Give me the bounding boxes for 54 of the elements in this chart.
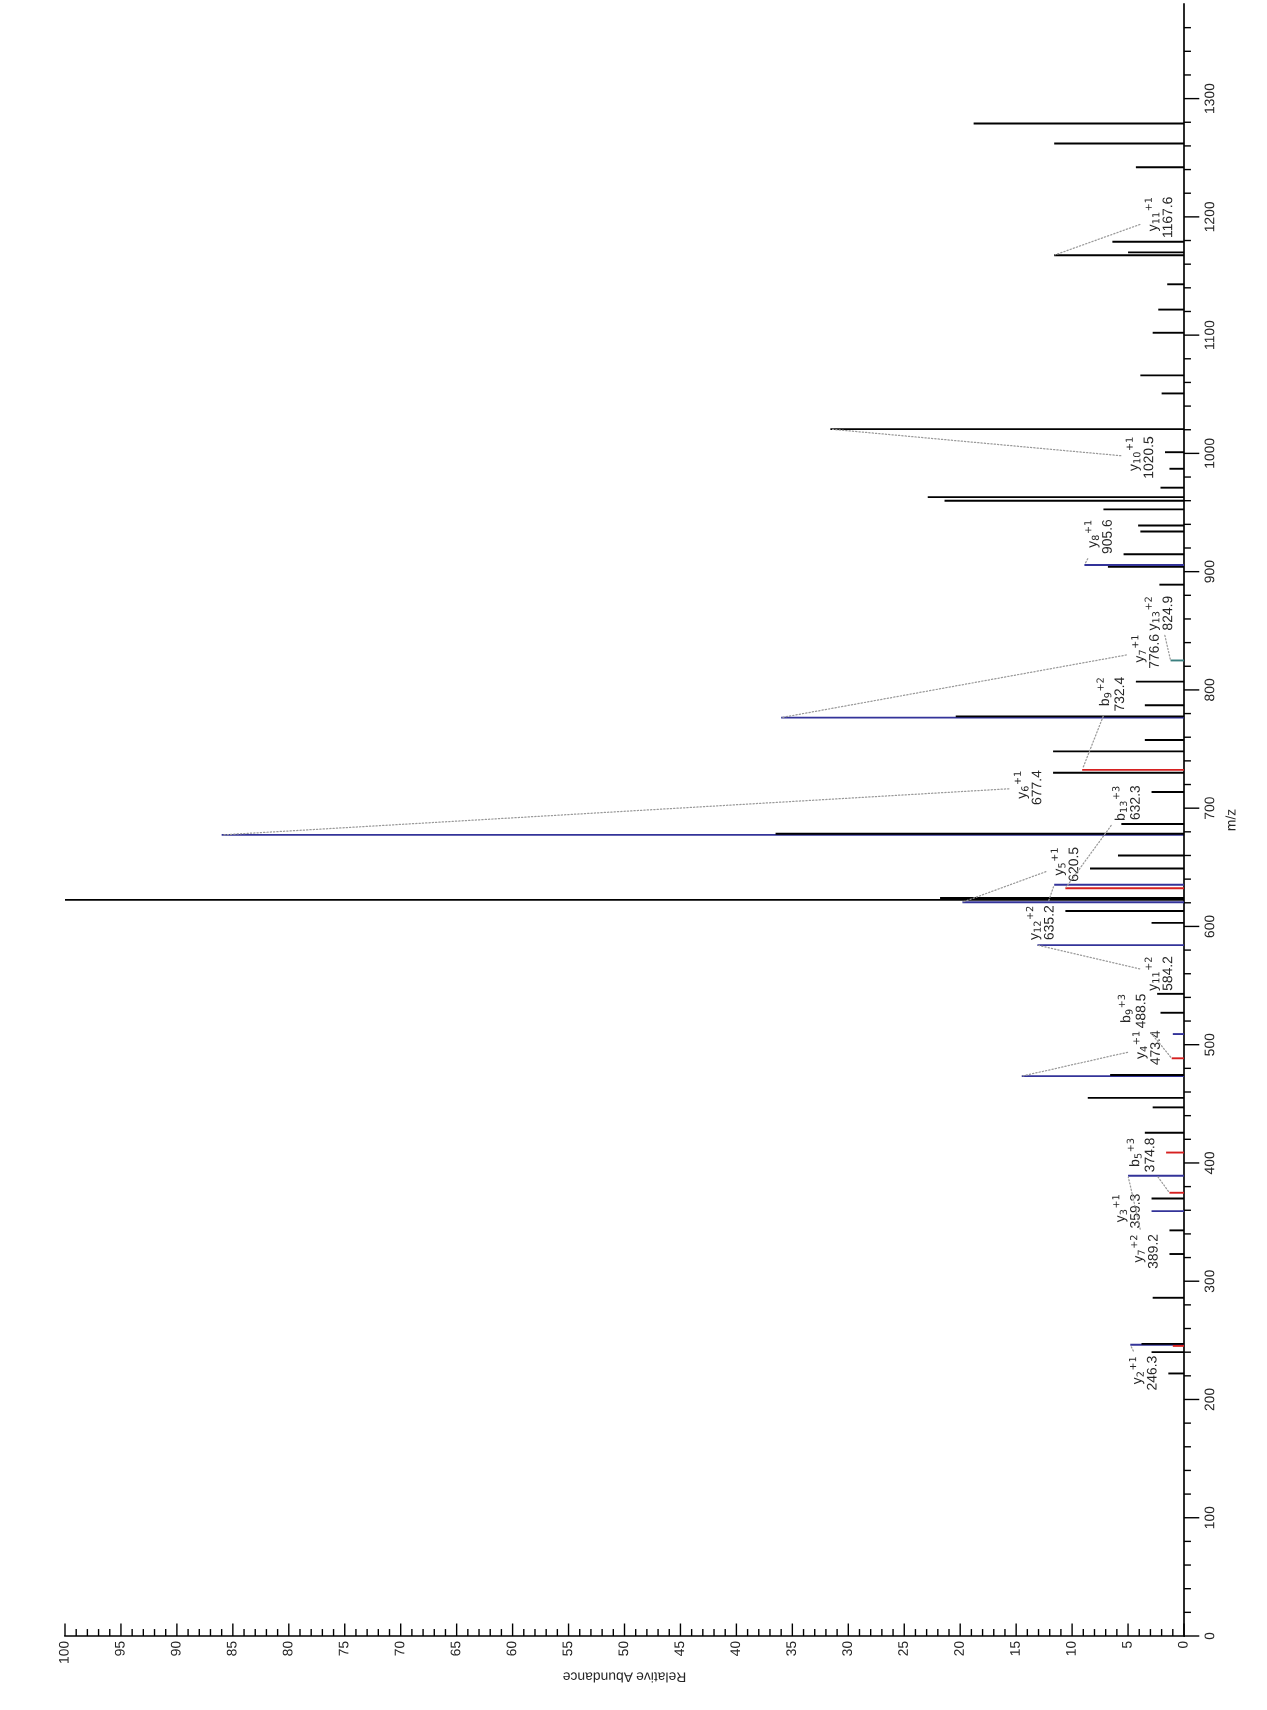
annotation: y$_{12}$$^{+2}$ 635.2 [1025, 905, 1054, 940]
annotation: y$_{11}$$^{+2}$ 584.2 [1144, 956, 1173, 991]
x-tick-label: 40 [730, 1641, 741, 1656]
y-axis-title: m/z [1225, 809, 1236, 831]
y-tick-label: 300 [1204, 1270, 1215, 1293]
y-tick-label: 200 [1204, 1388, 1215, 1411]
annotation: y$_{6}$$^{+1}$ 677.4 [1013, 770, 1042, 805]
annotation: y$_{10}$$^{+1}$ 1020.5 [1125, 436, 1154, 478]
y-tick-label: 1000 [1204, 438, 1215, 468]
annotation: y$_{4}$$^{+1}$ 473.4 [1132, 1030, 1160, 1065]
annotation: b$_{9}$$^{+3}$ 488.5 [1117, 994, 1146, 1029]
x-tick-label: 55 [562, 1641, 573, 1656]
annotation: b$_{9}$$^{+2}$ 732.4 [1096, 677, 1125, 711]
annotation: y$_{2}$$^{+1}$ 246.3 [1129, 1356, 1157, 1390]
y-tick-label: 100 [1204, 1506, 1215, 1529]
y-tick-label: 1100 [1204, 320, 1215, 350]
x-tick-label: 70 [394, 1641, 405, 1656]
annotation: y$_{3}$$^{+1}$ 359.3 [1112, 1194, 1140, 1228]
x-tick-label: 100 [58, 1641, 69, 1663]
x-tick-label: 25 [898, 1641, 908, 1656]
x-tick-label: 75 [338, 1641, 349, 1656]
annotation: y$_{13}$$^{+2}$ 824.9 [1144, 596, 1173, 631]
x-tick-label: 30 [842, 1641, 853, 1656]
x-tick-label: 35 [786, 1641, 797, 1656]
y-tick-label: 900 [1204, 560, 1215, 583]
x-tick-label: 5 [1122, 1641, 1132, 1649]
y-tick-label: 400 [1204, 1151, 1215, 1175]
annotation: y$_{8}$$^{+1}$ 905.6 [1084, 519, 1112, 554]
x-tick-label: 50 [618, 1641, 629, 1656]
annotation: b$_{13}$$^{+3}$ 632.3 [1112, 785, 1140, 820]
y-tick-label: 1200 [1204, 201, 1215, 232]
x-tick-label: 60 [506, 1641, 517, 1656]
y-tick-label: 1300 [1204, 83, 1215, 113]
x-tick-label: 85 [226, 1641, 237, 1656]
annotation: y$_{7}$$^{+1}$ 776.6 [1131, 634, 1159, 669]
x-tick-label: 95 [114, 1641, 125, 1656]
annotation: y$_{5}$$^{+1}$ 620.5 [1050, 847, 1079, 882]
x-tick-label: 20 [954, 1641, 964, 1656]
y-tick-label: 800 [1204, 678, 1215, 701]
x-tick-label: 0 [1177, 1641, 1188, 1649]
y-tick-label: 0 [1204, 1632, 1215, 1640]
x-tick-label: 80 [282, 1641, 293, 1656]
y-tick-label: 700 [1204, 797, 1215, 820]
x-tick-label: 15 [1010, 1641, 1020, 1656]
y-tick-label: 500 [1204, 1033, 1215, 1056]
x-axis-title: Relative Abundance [563, 1672, 686, 1683]
x-tick-label: 65 [450, 1641, 461, 1656]
x-tick-label: 10 [1065, 1641, 1076, 1656]
x-tick-label: 90 [170, 1641, 181, 1656]
x-tick-label: 45 [674, 1641, 685, 1656]
annotation: y$_{7}$$^{+2}$ 389.2 [1129, 1234, 1158, 1269]
annotation: y$_{11}$$^{+1}$ 1167.6 [1144, 197, 1173, 238]
y-tick-label: 600 [1204, 915, 1215, 938]
annotation: b$_{5}$$^{+3}$ 374.8 [1126, 1138, 1155, 1172]
